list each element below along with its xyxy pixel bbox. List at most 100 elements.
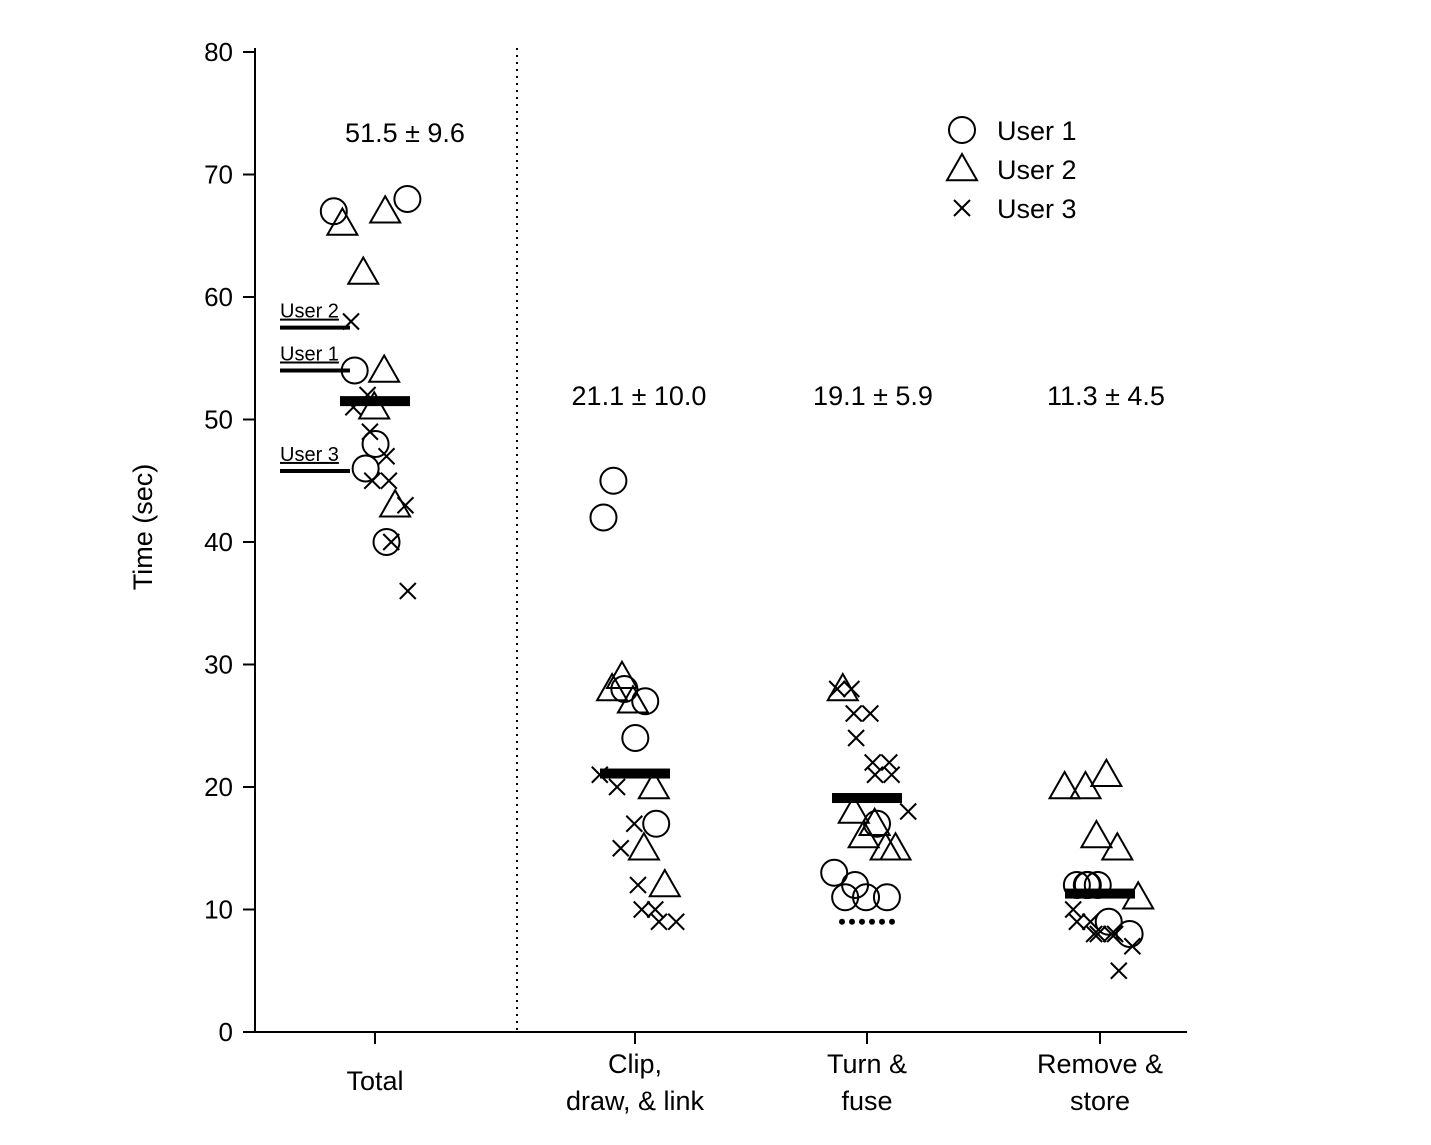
circle-point [393, 185, 422, 213]
mean-bar [832, 793, 902, 804]
x-category-label: Remove & store [1037, 1049, 1163, 1116]
circle-point [831, 883, 860, 912]
cross-point [842, 680, 861, 698]
mean-bars [340, 396, 1135, 899]
triangle-point [595, 671, 629, 702]
cross-point [608, 778, 626, 796]
triangle-point [857, 806, 892, 836]
circle-point [340, 356, 369, 385]
cross-point [377, 447, 396, 465]
legend: User 1 User 2 User 3 [945, 116, 1077, 224]
y-tick-label: 10 [204, 895, 233, 925]
cross-point [1106, 925, 1124, 943]
cross-point [1081, 913, 1100, 931]
circle-point [872, 883, 901, 912]
cross-point [828, 680, 846, 698]
triangle-point [325, 206, 360, 236]
circle-point [599, 466, 628, 495]
triangle-point [378, 488, 412, 518]
legend-cross-icon [953, 199, 971, 217]
cross-point [882, 766, 901, 784]
threshold-dot [869, 918, 875, 925]
triangle-point [605, 659, 639, 689]
threshold-dot [889, 918, 895, 925]
y-axis-title: Time (sec) [128, 464, 158, 591]
cross-point [845, 704, 863, 723]
circle-point [621, 724, 650, 752]
x-category-label: Turn & fuse [827, 1049, 907, 1116]
circle-point [361, 430, 390, 458]
triangle-point [637, 769, 671, 800]
triangle-point [878, 831, 913, 861]
cross-point [646, 900, 664, 919]
legend-triangle-icon [945, 151, 979, 182]
axes: 0 10 20 30 40 50 60 70 80 Time (sec) Total Clip, dra… [128, 37, 1187, 1116]
cross-point [1089, 925, 1107, 943]
triangle-point [627, 831, 661, 861]
data-points [319, 185, 1155, 980]
reference-line-label: User 2 [280, 301, 339, 323]
legend-label: User 1 [997, 116, 1077, 146]
triangle-point [868, 831, 903, 861]
cross-point [1085, 925, 1103, 943]
circle-point [351, 454, 380, 483]
legend-circle-icon [948, 116, 976, 144]
cross-point [625, 815, 644, 833]
circle-point [820, 858, 849, 887]
cross-point [380, 472, 398, 490]
mean-sd-label: 51.5 ± 9.6 [345, 118, 465, 148]
cross-point [399, 582, 417, 600]
y-tick-label: 0 [219, 1017, 233, 1047]
triangle-point [1100, 831, 1135, 861]
triangle-point [1079, 818, 1114, 849]
mean-sd-label: 19.1 ± 5.9 [813, 381, 933, 411]
triangle-point [616, 684, 650, 714]
mean-bar [1065, 888, 1135, 899]
triangle-point [368, 194, 402, 224]
cross-point [382, 533, 400, 551]
x-category-label: Clip, draw, & link [566, 1049, 705, 1116]
triangle-point [648, 867, 682, 898]
cross-point [612, 839, 630, 857]
triangle-point [837, 794, 871, 824]
cross-point [1102, 925, 1121, 943]
cross-point [1123, 937, 1142, 955]
legend-label: User 3 [997, 194, 1077, 224]
cross-point [650, 913, 668, 931]
cross-point [847, 729, 865, 747]
legend-label: User 2 [997, 155, 1077, 185]
mean-sd-label: 21.1 ± 10.0 [572, 381, 707, 411]
reference-line-label: User 1 [280, 344, 339, 366]
triangle-point [367, 353, 401, 383]
threshold-dot [849, 918, 855, 925]
circle-point [1094, 907, 1123, 936]
threshold-dot [879, 918, 885, 925]
mean-bar [600, 768, 670, 779]
cross-point [342, 312, 360, 331]
cross-point [1110, 962, 1128, 980]
circle-point [1115, 920, 1144, 948]
cross-point [1064, 900, 1082, 919]
circle-point [631, 687, 660, 716]
cross-point [629, 876, 647, 894]
cross-point [861, 704, 880, 723]
cross-point [396, 496, 415, 514]
y-tick-label: 50 [204, 405, 233, 435]
circle-point [852, 883, 881, 912]
triangle-point [1047, 769, 1082, 800]
cross-point [361, 423, 379, 441]
circle-point [372, 528, 401, 556]
reference-lines: User 2 User 1 User 3 [280, 301, 350, 473]
x-category-label: Total [346, 1066, 403, 1096]
y-tick-label: 70 [204, 160, 233, 190]
mean-sd-label: 11.3 ± 4.5 [1047, 381, 1165, 411]
y-tick-label: 40 [204, 527, 233, 557]
cross-point [866, 766, 884, 784]
cross-point [363, 472, 381, 490]
cross-point [667, 913, 685, 931]
mean-bar [340, 396, 410, 407]
y-tick-label: 60 [204, 282, 233, 312]
circle-point [642, 809, 671, 838]
y-tick-label: 80 [204, 37, 233, 67]
